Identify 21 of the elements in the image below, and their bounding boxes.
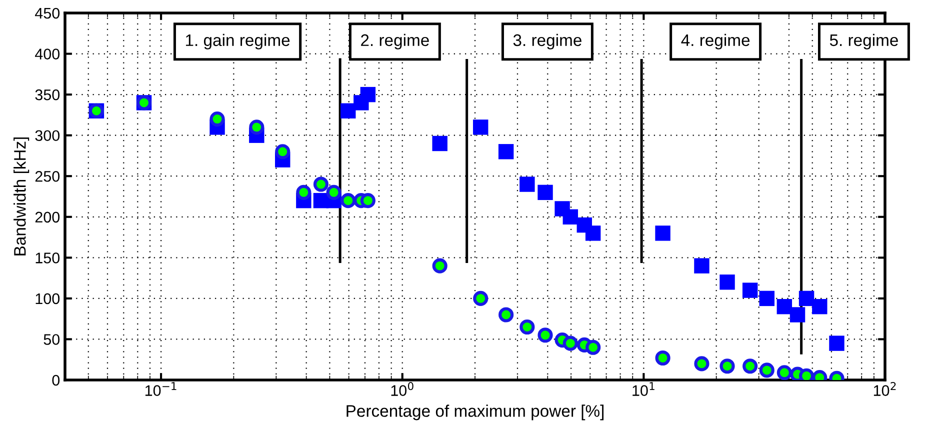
annotation: 5. regime — [830, 34, 898, 50]
x-tick-label: 10$^{1}$ — [632, 382, 654, 396]
x-tick-label: 10$^{0}$ — [391, 382, 414, 396]
y-tick-label: 400 — [35, 48, 60, 60]
y-tick-label: 350 — [35, 89, 60, 100]
y-tick-label: 150 — [36, 252, 60, 264]
x-tick-label: 10$^{−1}$ — [145, 382, 176, 396]
y-tick-label: 0 — [52, 374, 60, 386]
annotation: 1. gain regime — [186, 34, 290, 50]
y-tick-label: 300 — [35, 130, 60, 142]
annotation: 3. regime — [513, 34, 582, 50]
y-axis-title: Bandwidth [kHz] — [14, 137, 30, 256]
y-tick-label: 250 — [35, 170, 60, 182]
x-axis-title: Percentage of maximum power [%] — [346, 404, 604, 420]
y-tick-label: 100 — [36, 293, 60, 304]
x-tick-label: 10$^{2}$ — [874, 382, 896, 396]
y-tick-label: 200 — [35, 212, 60, 223]
annotation: 4. regime — [681, 34, 750, 50]
y-tick-label: 450 — [35, 8, 60, 19]
y-tick-label: 50 — [44, 334, 60, 345]
annotation: 2. regime — [361, 34, 429, 50]
